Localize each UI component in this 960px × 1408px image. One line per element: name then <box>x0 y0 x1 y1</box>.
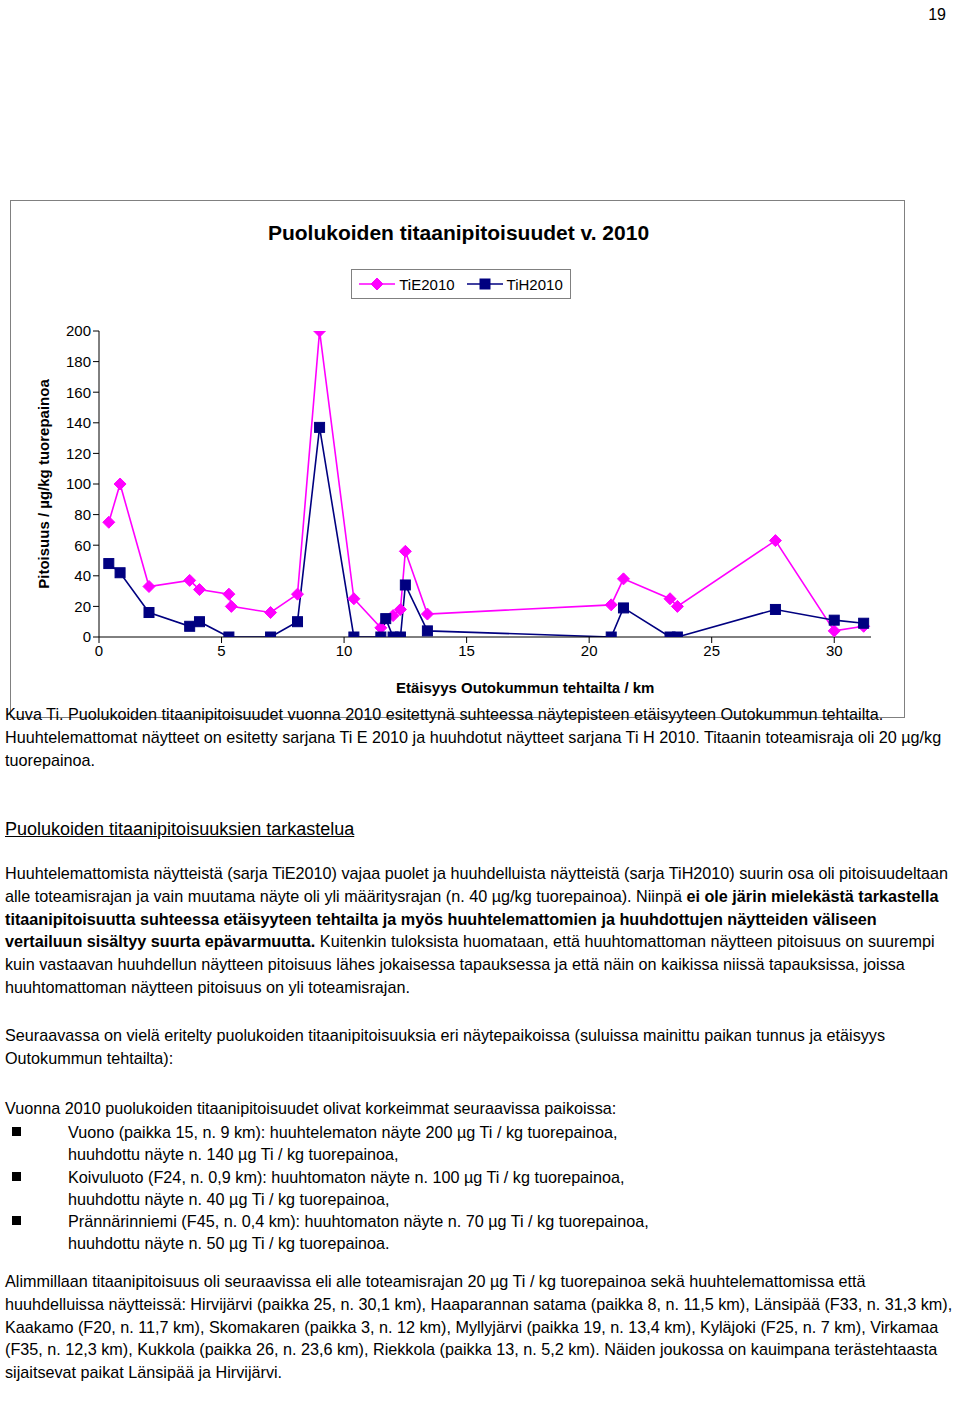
svg-text:20: 20 <box>581 642 598 659</box>
html-text:Seuraavassa on vielä eritelty: Seuraavassa on vielä eritelty puolukoide… <box>5 1026 885 1067</box>
html-text:Huuhtelemattomista näytteistä: Huuhtelemattomista näytteistä (sarja TiE… <box>5 864 948 996</box>
svg-text:80: 80 <box>74 506 91 523</box>
svg-text:15: 15 <box>458 642 475 659</box>
svg-text:200: 200 <box>66 322 91 339</box>
svg-text:40: 40 <box>74 567 91 584</box>
html-text:Alimmillaan titaanipitoisuus o: Alimmillaan titaanipitoisuus oli seuraav… <box>5 1272 953 1382</box>
html-text:Kuva Ti. Puolukoiden titaanipi: Kuva Ti. Puolukoiden titaanipitoisuudet … <box>5 705 942 769</box>
svg-text:25: 25 <box>703 642 720 659</box>
html-text:huuhdottu näyte n. 40 µg Ti /: huuhdottu näyte n. 40 µg Ti / kg tuorepa… <box>68 1189 390 1208</box>
svg-text:140: 140 <box>66 414 91 431</box>
html-text:huuhdottu näyte n. 140 µg Ti /: huuhdottu näyte n. 140 µg Ti / kg tuorep… <box>68 1145 399 1164</box>
html-text:TiE2010: TiE2010 <box>399 275 455 293</box>
html-text:Puolukoiden titaanipitoisuuksi: Puolukoiden titaanipitoisuuksien tarkast… <box>5 819 355 839</box>
html-text:Vuonna 2010 puolukoiden titaan: Vuonna 2010 puolukoiden titaanipitoisuud… <box>5 1099 617 1117</box>
svg-text:120: 120 <box>66 445 91 462</box>
svg-text:100: 100 <box>66 475 91 492</box>
html-text:TiH2010: TiH2010 <box>506 275 563 293</box>
html-text:huuhdottu näyte n. 50 µg Ti /: huuhdottu näyte n. 50 µg Ti / kg tuorepa… <box>68 1234 390 1253</box>
svg-text:30: 30 <box>826 642 843 659</box>
html-text:Pitoisuus / µg/kg tuorepainoa: Pitoisuus / µg/kg tuorepainoa <box>34 379 52 589</box>
svg-text:60: 60 <box>74 537 91 554</box>
svg-text:0: 0 <box>83 628 91 645</box>
html-text:Vuono (paikka 15, n. 9 km): hu: Vuono (paikka 15, n. 9 km): huuhtelemato… <box>68 1123 618 1141</box>
html-text:Puolukoiden titaanipitoisuudet: Puolukoiden titaanipitoisuudet v. 2010 <box>267 221 650 244</box>
html-text:Etäisyys Outokummun tehtailta: Etäisyys Outokummun tehtailta / km <box>396 679 655 696</box>
html-text:Prännärinniemi (F45, n. 0,4 km: Prännärinniemi (F45, n. 0,4 km): huuhtom… <box>68 1212 649 1231</box>
svg-text:10: 10 <box>336 642 353 659</box>
svg-text:160: 160 <box>66 384 91 401</box>
svg-text:180: 180 <box>66 353 91 370</box>
svg-text:20: 20 <box>74 598 91 615</box>
svg-text:5: 5 <box>217 642 225 659</box>
html-text:19: 19 <box>928 6 946 23</box>
svg-text:0: 0 <box>95 642 103 659</box>
html-text:Koivuluoto (F24, n. 0,9 km): h: Koivuluoto (F24, n. 0,9 km): huuhtomaton… <box>68 1167 625 1186</box>
